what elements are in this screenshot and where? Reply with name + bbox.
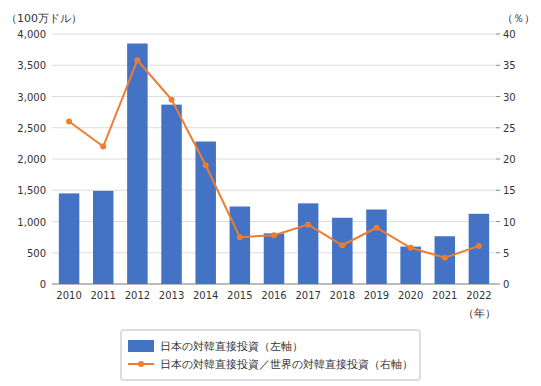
y2-tick-label: 0 bbox=[503, 279, 509, 290]
x-tick-label: 2022 bbox=[466, 290, 491, 301]
bar bbox=[195, 142, 215, 285]
legend-item: 日本の対韓直接投資／世界の対韓直接投資（右軸） bbox=[128, 358, 413, 371]
bar bbox=[298, 203, 318, 284]
y2-tick-label: 40 bbox=[503, 29, 516, 40]
y-tick-label: 500 bbox=[27, 248, 46, 259]
grid-line bbox=[52, 221, 496, 222]
point bbox=[408, 245, 414, 251]
bar bbox=[93, 191, 113, 284]
point bbox=[66, 119, 72, 125]
point bbox=[305, 222, 311, 228]
point bbox=[442, 255, 448, 261]
legend-marker bbox=[138, 361, 144, 367]
point bbox=[169, 97, 175, 103]
point bbox=[373, 225, 379, 231]
y2-tick bbox=[496, 127, 500, 128]
point bbox=[271, 232, 277, 238]
grid-line bbox=[52, 65, 496, 66]
x-tick-label: 2021 bbox=[432, 290, 457, 301]
x-tick-label: 2012 bbox=[125, 290, 150, 301]
y2-tick-label: 35 bbox=[503, 60, 516, 71]
y-tick-label: 2,500 bbox=[17, 123, 46, 134]
y2-tick-label: 15 bbox=[503, 185, 516, 196]
y2-tick bbox=[496, 252, 500, 253]
y2-tick bbox=[496, 96, 500, 97]
y2-tick-label: 5 bbox=[503, 248, 509, 259]
grid-line bbox=[52, 127, 496, 128]
bar bbox=[264, 233, 284, 284]
x-tick-label: 2015 bbox=[227, 290, 252, 301]
y-tick-label: 0 bbox=[40, 279, 46, 290]
legend: 日本の対韓直接投資（左軸） 日本の対韓直接投資／世界の対韓直接投資（右軸） bbox=[121, 330, 420, 380]
y-tick-label: 3,000 bbox=[17, 92, 46, 103]
legend-box bbox=[121, 330, 420, 380]
grid-line bbox=[52, 190, 496, 191]
y-tick-label: 1,000 bbox=[17, 217, 46, 228]
marks bbox=[59, 44, 489, 285]
y2-tick bbox=[496, 34, 500, 35]
x-tick-label: 2013 bbox=[159, 290, 184, 301]
y2-axis-label: （％） bbox=[502, 12, 535, 25]
x-tick-label: 2017 bbox=[295, 290, 320, 301]
point bbox=[237, 234, 243, 240]
y2-tick-label: 10 bbox=[503, 217, 516, 228]
bar bbox=[400, 247, 420, 284]
bar bbox=[366, 210, 386, 285]
grid-line bbox=[52, 159, 496, 160]
background bbox=[0, 0, 541, 386]
point bbox=[203, 162, 209, 168]
y2-tick-label: 20 bbox=[503, 154, 516, 165]
bar bbox=[59, 193, 79, 284]
grid bbox=[52, 34, 496, 284]
point bbox=[476, 243, 482, 249]
legend-label: 日本の対韓直接投資／世界の対韓直接投資（右軸） bbox=[160, 358, 413, 371]
y2-tick bbox=[496, 190, 500, 191]
bar bbox=[332, 218, 352, 284]
y-tick-label: 3,500 bbox=[17, 60, 46, 71]
point bbox=[100, 144, 106, 150]
x-tick-label: 2010 bbox=[56, 290, 81, 301]
bar bbox=[161, 105, 181, 284]
legend-item: 日本の対韓直接投資（左軸） bbox=[128, 340, 303, 353]
bar bbox=[435, 236, 455, 284]
x-tick-label: 2019 bbox=[364, 290, 389, 301]
y2-tick-label: 25 bbox=[503, 123, 516, 134]
x-tick-label: 2011 bbox=[91, 290, 116, 301]
point bbox=[339, 242, 345, 248]
line bbox=[69, 60, 479, 258]
point bbox=[134, 57, 140, 63]
x-tick-label: 2016 bbox=[261, 290, 286, 301]
y2-tick-label: 30 bbox=[503, 92, 516, 103]
legend-label: 日本の対韓直接投資（左軸） bbox=[160, 340, 303, 353]
grid-line bbox=[52, 34, 496, 35]
y-axis-label: （100万ドル） bbox=[6, 12, 82, 25]
legend-swatch bbox=[128, 340, 154, 352]
x-tick-label: 2020 bbox=[398, 290, 423, 301]
axes: 0 500 1,000 1,500 2,000 2,500 3,000 3,500 4,000 0… bbox=[17, 29, 515, 301]
x-tick-label: 2014 bbox=[193, 290, 218, 301]
y-tick-label: 1,500 bbox=[17, 185, 46, 196]
y-tick-label: 2,000 bbox=[17, 154, 46, 165]
x-tick-label: 2018 bbox=[330, 290, 355, 301]
bar bbox=[230, 207, 250, 285]
grid-line bbox=[52, 96, 496, 97]
chart: 0 500 1,000 1,500 2,000 2,500 3,000 3,500 4,000 0… bbox=[0, 0, 541, 386]
x-axis-label: （年） bbox=[463, 307, 496, 320]
y2-tick bbox=[496, 221, 500, 222]
y2-tick bbox=[496, 284, 500, 285]
y2-tick bbox=[496, 159, 500, 160]
y2-tick bbox=[496, 65, 500, 66]
y-tick-label: 4,000 bbox=[17, 29, 46, 40]
